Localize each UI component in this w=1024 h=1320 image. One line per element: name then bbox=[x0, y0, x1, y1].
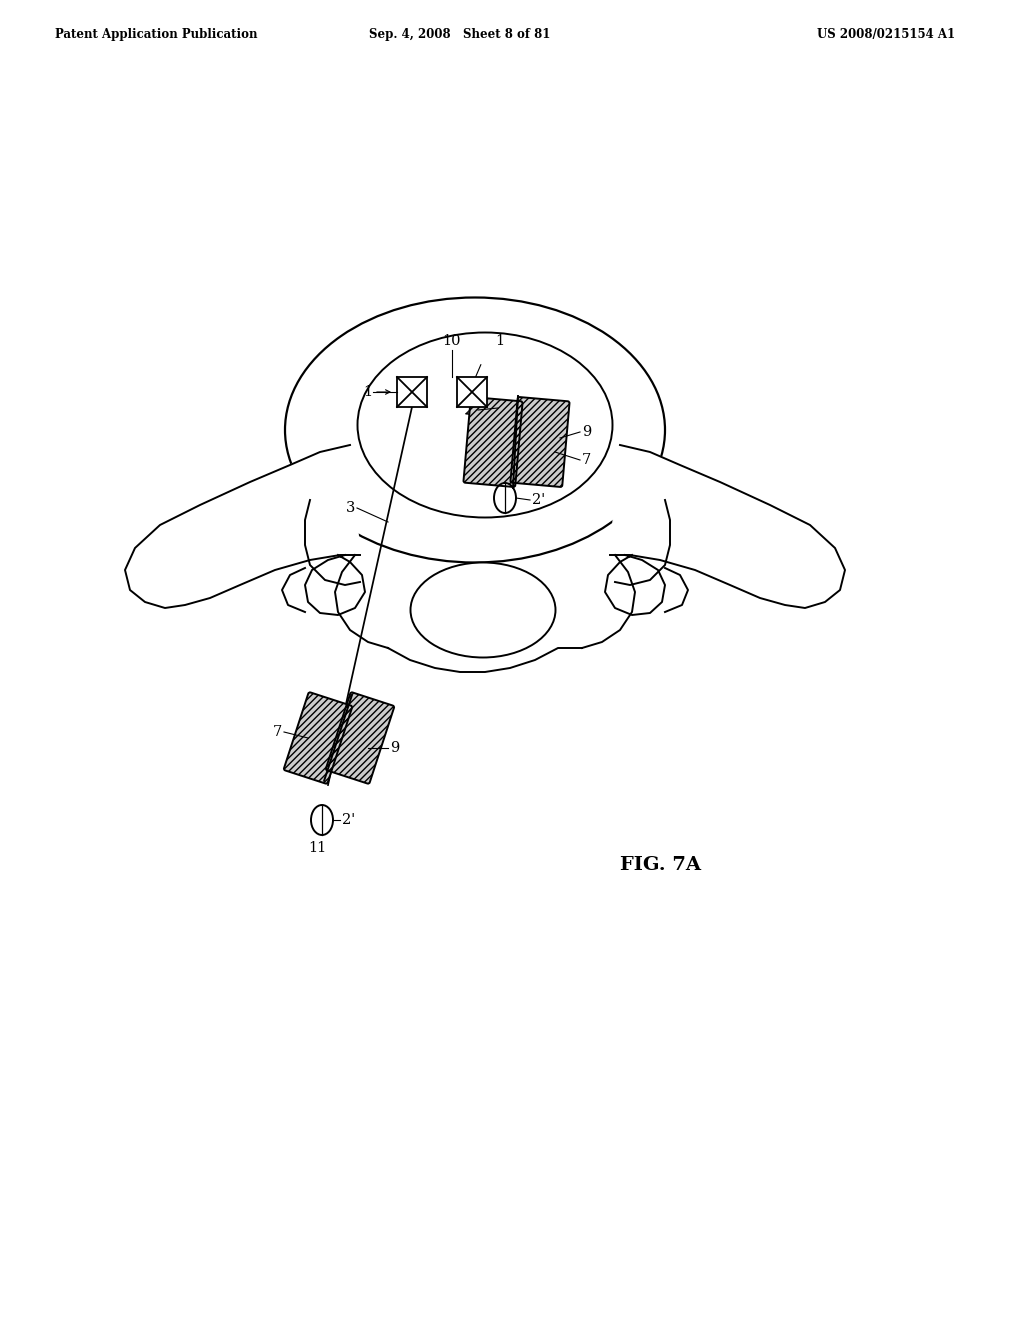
Text: 1: 1 bbox=[495, 334, 504, 348]
Text: 2': 2' bbox=[342, 813, 355, 828]
Ellipse shape bbox=[494, 483, 516, 513]
Text: 9: 9 bbox=[390, 741, 399, 755]
FancyBboxPatch shape bbox=[326, 693, 394, 784]
Text: 2': 2' bbox=[532, 492, 545, 507]
Text: 7: 7 bbox=[272, 725, 282, 739]
Text: 3: 3 bbox=[346, 502, 355, 515]
Ellipse shape bbox=[285, 297, 665, 562]
Text: 7: 7 bbox=[582, 453, 591, 467]
Text: US 2008/0215154 A1: US 2008/0215154 A1 bbox=[817, 28, 955, 41]
Text: 3: 3 bbox=[500, 401, 509, 414]
Polygon shape bbox=[610, 445, 845, 609]
FancyBboxPatch shape bbox=[284, 693, 352, 784]
Text: FIG. 7A: FIG. 7A bbox=[620, 855, 701, 874]
Text: 10: 10 bbox=[442, 334, 461, 348]
Ellipse shape bbox=[411, 562, 555, 657]
Polygon shape bbox=[125, 445, 360, 609]
Ellipse shape bbox=[357, 333, 612, 517]
Ellipse shape bbox=[311, 805, 333, 836]
Bar bbox=[397, 378, 427, 407]
Polygon shape bbox=[445, 672, 520, 842]
Text: Patent Application Publication: Patent Application Publication bbox=[55, 28, 257, 41]
Bar bbox=[457, 378, 487, 407]
Text: 9: 9 bbox=[582, 425, 591, 440]
Text: Sep. 4, 2008   Sheet 8 of 81: Sep. 4, 2008 Sheet 8 of 81 bbox=[370, 28, 551, 41]
FancyBboxPatch shape bbox=[511, 397, 569, 487]
Text: 1: 1 bbox=[362, 385, 372, 399]
Text: 11: 11 bbox=[308, 841, 327, 855]
FancyBboxPatch shape bbox=[464, 397, 522, 487]
